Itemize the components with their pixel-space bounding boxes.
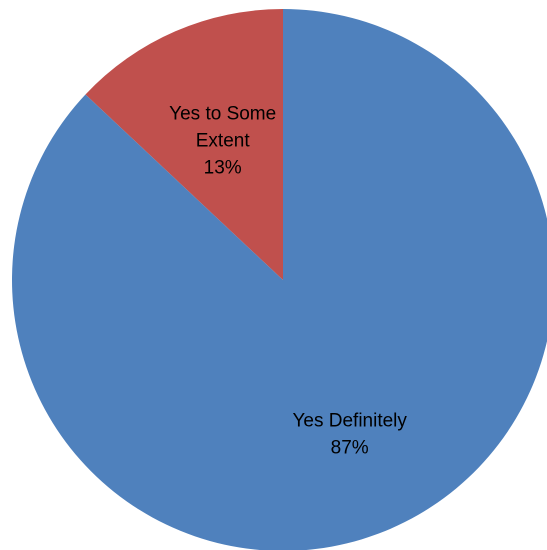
slice-label-0: Yes to Some Extent 13% <box>169 104 276 179</box>
slice-percent-0: 13% <box>204 158 242 179</box>
slice-label-1: Yes Definitely 87% <box>292 411 407 459</box>
slice-name-line-1-0: Yes Definitely <box>292 411 407 432</box>
pie-slice-1 <box>12 9 547 550</box>
pie-labels: Yes to Some Extent 13% Yes Definitely 87% <box>169 104 407 459</box>
slice-name-line-0-0: Yes to Some <box>169 104 276 125</box>
pie-slice-0 <box>85 9 283 280</box>
slice-percent-1: 87% <box>331 438 369 459</box>
pie-slices <box>12 9 547 550</box>
slice-name-line-0-1: Extent <box>196 131 251 152</box>
